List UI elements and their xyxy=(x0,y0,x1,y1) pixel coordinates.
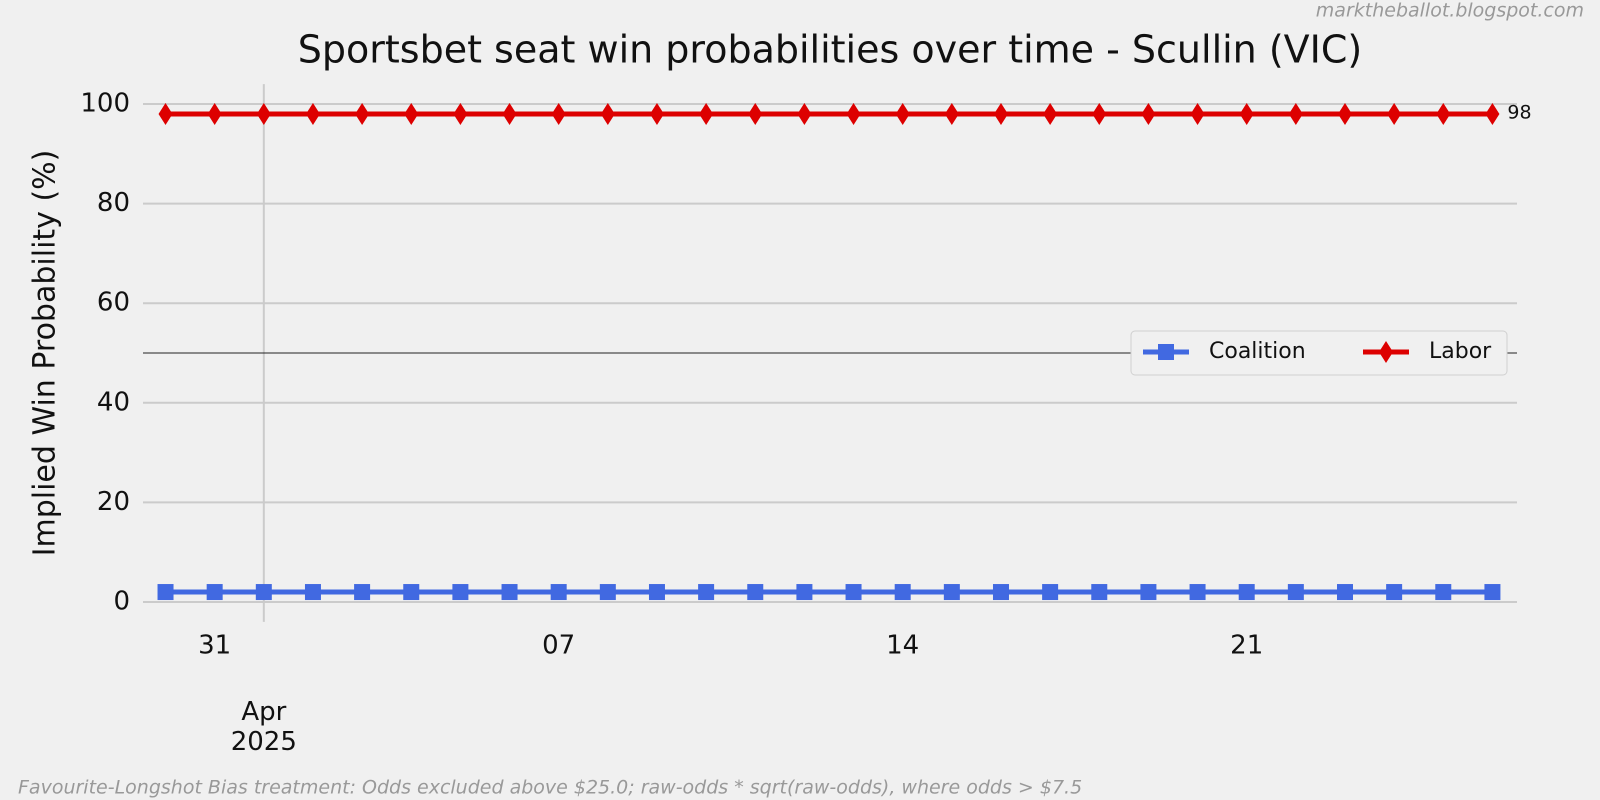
point-marker xyxy=(206,584,223,601)
point-marker xyxy=(1141,102,1156,125)
point-marker xyxy=(158,102,173,125)
point-marker xyxy=(1485,102,1500,125)
point-marker xyxy=(1140,584,1157,601)
y-tick-label: 60 xyxy=(97,288,130,318)
legend-marker xyxy=(1379,341,1393,363)
legend-label: Labor xyxy=(1429,339,1492,364)
point-marker xyxy=(157,584,174,601)
point-marker xyxy=(551,102,566,125)
watermark: marktheballot.blogspot.com xyxy=(1316,0,1584,22)
end-label: 98 xyxy=(1507,101,1531,123)
point-marker xyxy=(501,584,518,601)
point-marker xyxy=(502,102,517,125)
point-marker xyxy=(1337,102,1352,125)
point-marker xyxy=(550,584,567,601)
point-marker xyxy=(895,102,910,125)
y-tick-label: 0 xyxy=(113,587,130,617)
point-marker xyxy=(1043,102,1058,125)
point-marker xyxy=(1190,102,1205,125)
point-marker xyxy=(1239,102,1254,125)
point-marker xyxy=(944,102,959,125)
point-marker xyxy=(453,102,468,125)
point-marker xyxy=(846,102,861,125)
legend-label: Coalition xyxy=(1209,339,1306,364)
point-marker xyxy=(305,102,320,125)
point-marker xyxy=(992,584,1009,601)
point-marker xyxy=(648,584,665,601)
point-marker xyxy=(599,584,616,601)
point-marker xyxy=(1042,584,1059,601)
point-marker xyxy=(1386,584,1403,601)
point-marker xyxy=(1436,102,1451,125)
point-marker xyxy=(1287,584,1304,601)
point-marker xyxy=(845,584,862,601)
point-marker xyxy=(1435,584,1452,601)
point-marker xyxy=(403,584,420,601)
chart-title: Sportsbet seat win probabilities over ti… xyxy=(298,28,1362,72)
point-marker xyxy=(207,102,222,125)
point-marker xyxy=(747,584,764,601)
y-tick-label: 100 xyxy=(80,89,130,119)
x-tick-label: 21 xyxy=(1230,631,1263,661)
point-marker xyxy=(600,102,615,125)
point-marker xyxy=(943,584,960,601)
point-marker xyxy=(649,102,664,125)
point-marker xyxy=(452,584,469,601)
point-marker xyxy=(796,584,813,601)
footnote: Favourite-Longshot Bias treatment: Odds … xyxy=(18,777,1082,799)
point-marker xyxy=(1238,584,1255,601)
point-marker xyxy=(699,102,714,125)
point-marker xyxy=(1092,102,1107,125)
point-marker xyxy=(748,102,763,125)
point-marker xyxy=(1484,584,1501,601)
x-tick-label: 31 xyxy=(198,631,231,661)
point-marker xyxy=(698,584,715,601)
point-marker xyxy=(1189,584,1206,601)
legend-box xyxy=(1130,330,1508,376)
legend-marker xyxy=(1158,344,1174,360)
point-marker xyxy=(1288,102,1303,125)
x-tick-label: 07 xyxy=(542,631,575,661)
point-marker xyxy=(1336,584,1353,601)
point-marker xyxy=(1091,584,1108,601)
y-tick-label: 80 xyxy=(97,188,130,218)
point-marker xyxy=(894,584,911,601)
point-marker xyxy=(797,102,812,125)
point-marker xyxy=(355,102,370,125)
point-marker xyxy=(256,102,271,125)
point-marker xyxy=(1387,102,1402,125)
x-tick-label: 14 xyxy=(886,631,919,661)
point-marker xyxy=(354,584,371,601)
point-marker xyxy=(404,102,419,125)
y-tick-label: 20 xyxy=(97,487,130,517)
y-axis-label: Implied Win Probability (%) xyxy=(28,150,63,557)
x-tick-label: Apr 2025 xyxy=(231,697,297,757)
y-tick-label: 40 xyxy=(97,387,130,417)
point-marker xyxy=(993,102,1008,125)
point-marker xyxy=(255,584,272,601)
legend: Coalition Labor xyxy=(1130,330,1508,376)
point-marker xyxy=(304,584,321,601)
